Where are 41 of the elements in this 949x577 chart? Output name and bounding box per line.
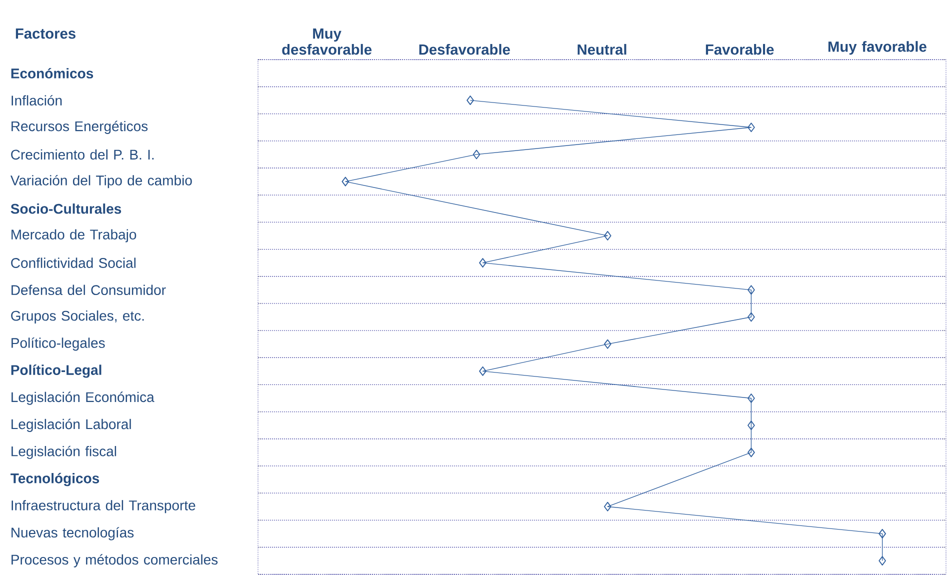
y-tick-label: Crecimiento del P. B. I. — [11, 149, 154, 160]
y-tick-label: Nuevas tecnologías — [12, 527, 134, 540]
point — [604, 502, 612, 512]
point — [466, 96, 474, 106]
point — [878, 556, 886, 566]
text: Favorable — [706, 44, 774, 55]
point — [748, 420, 755, 430]
y-tick-label: Mercado de Trabajo — [12, 229, 136, 242]
text: Muy favorable — [828, 41, 926, 55]
point — [748, 448, 755, 458]
y-tick-label: Grupos Sociales, etc. — [11, 310, 144, 324]
point — [748, 394, 755, 403]
point — [604, 339, 612, 349]
y-tick-label: Infraestructura del Transporte — [12, 500, 196, 514]
point — [472, 150, 480, 160]
point — [878, 528, 886, 538]
y-tick-label: Inflación — [12, 95, 62, 106]
text: Muy desfavorable — [282, 28, 372, 55]
text: Desfavorable — [419, 44, 510, 55]
y-tick-label: Legislación Laboral — [12, 418, 131, 432]
point — [748, 122, 755, 132]
y-tick-label: Procesos y métodos comerciales — [12, 554, 218, 568]
y-tick-label: Socio-Culturales — [10, 204, 122, 214]
point — [479, 366, 486, 376]
point — [604, 230, 612, 240]
y-tick-label: Recursos Energéticos — [12, 120, 148, 134]
y-tick-label: Político-legales — [12, 337, 105, 351]
point — [479, 258, 486, 268]
point — [748, 312, 755, 322]
point — [748, 285, 755, 295]
y-tick-label: Variación del Tipo de cambio — [10, 174, 192, 188]
y-tick-label: Económicos — [11, 68, 94, 78]
y-tick-label: Legislación Económica — [12, 392, 154, 405]
y-axis-title: Factores — [16, 28, 76, 39]
y-tick-label: Tecnológicos — [10, 472, 100, 486]
y-tick-label: Conflictividad Social — [11, 258, 136, 268]
text: Neutral — [578, 44, 626, 55]
point — [342, 176, 350, 186]
y-tick-label: Legislación fiscal — [12, 446, 116, 460]
y-tick-label: Político-Legal — [11, 364, 102, 378]
y-tick-label: Defensa del Consumidor — [12, 284, 166, 296]
